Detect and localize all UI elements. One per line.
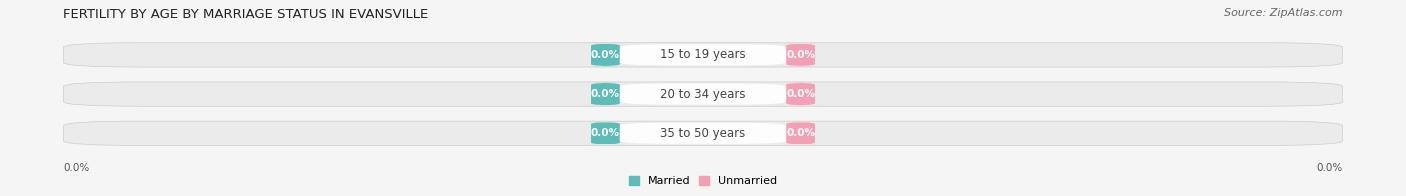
Text: 0.0%: 0.0% — [591, 50, 620, 60]
FancyBboxPatch shape — [63, 82, 1343, 106]
Text: 0.0%: 0.0% — [786, 50, 815, 60]
Text: 20 to 34 years: 20 to 34 years — [661, 88, 745, 101]
Text: FERTILITY BY AGE BY MARRIAGE STATUS IN EVANSVILLE: FERTILITY BY AGE BY MARRIAGE STATUS IN E… — [63, 8, 429, 21]
Text: 0.0%: 0.0% — [63, 163, 90, 173]
Text: 35 to 50 years: 35 to 50 years — [661, 127, 745, 140]
Text: Source: ZipAtlas.com: Source: ZipAtlas.com — [1225, 8, 1343, 18]
FancyBboxPatch shape — [783, 44, 818, 66]
FancyBboxPatch shape — [620, 44, 786, 65]
Text: 0.0%: 0.0% — [591, 128, 620, 138]
FancyBboxPatch shape — [588, 83, 623, 105]
FancyBboxPatch shape — [620, 123, 786, 144]
Text: 15 to 19 years: 15 to 19 years — [661, 48, 745, 61]
FancyBboxPatch shape — [63, 121, 1343, 145]
FancyBboxPatch shape — [783, 83, 818, 105]
Text: 0.0%: 0.0% — [786, 89, 815, 99]
FancyBboxPatch shape — [783, 122, 818, 145]
Text: 0.0%: 0.0% — [786, 128, 815, 138]
FancyBboxPatch shape — [588, 44, 623, 66]
FancyBboxPatch shape — [63, 43, 1343, 67]
FancyBboxPatch shape — [588, 122, 623, 145]
Text: 0.0%: 0.0% — [591, 89, 620, 99]
Legend: Married, Unmarried: Married, Unmarried — [624, 171, 782, 191]
Text: 0.0%: 0.0% — [1316, 163, 1343, 173]
FancyBboxPatch shape — [620, 83, 786, 105]
